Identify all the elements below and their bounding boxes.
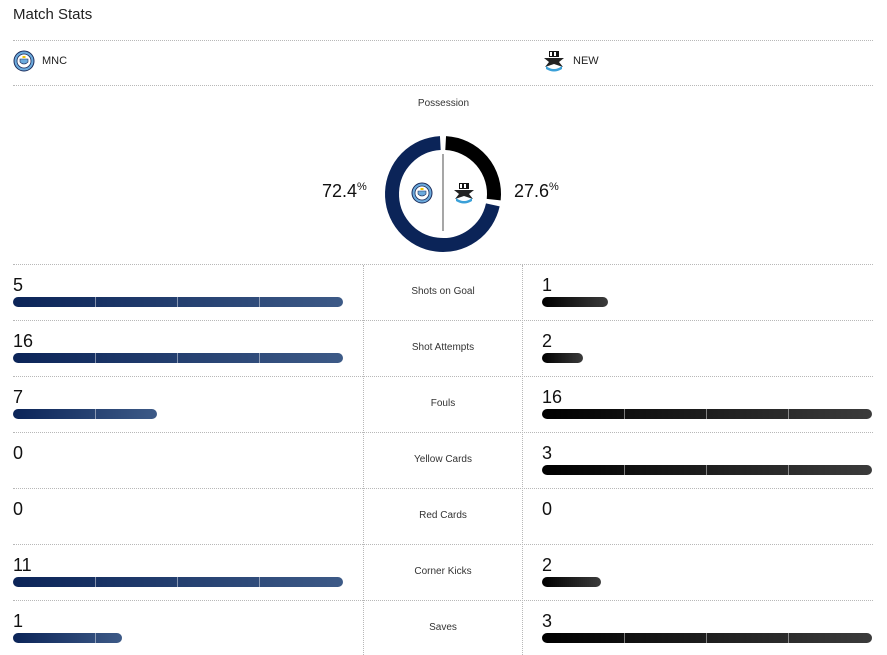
bar-segment-divider <box>624 409 625 419</box>
bar-segment-divider <box>259 577 260 587</box>
home-stat-value: 11 <box>13 555 32 575</box>
divider <box>13 85 873 86</box>
stat-label: Fouls <box>430 398 456 409</box>
home-stat-value: 1 <box>13 611 24 631</box>
column-divider <box>522 265 523 655</box>
home-stat-value: 7 <box>13 387 24 407</box>
away-team-abbr: NEW <box>573 55 599 67</box>
possession-label: Possession <box>417 98 470 109</box>
stat-row: 16 Shot Attempts 2 <box>0 321 887 377</box>
divider <box>13 600 873 601</box>
possession-donut-chart <box>385 136 501 252</box>
home-stat-bar <box>13 409 157 419</box>
away-stat-bar <box>542 633 872 643</box>
home-stat-value: 0 <box>13 443 24 463</box>
bar-segment-divider <box>95 633 96 643</box>
newcastle-crest-icon <box>544 51 564 72</box>
stat-row: 11 Corner Kicks 2 <box>0 545 887 601</box>
bar-segment-divider <box>624 465 625 475</box>
page-title: Match Stats <box>13 6 93 23</box>
away-stat-bar <box>542 465 872 475</box>
bar-segment-divider <box>177 577 178 587</box>
bar-segment-divider <box>259 353 260 363</box>
away-stat-value: 0 <box>542 499 553 519</box>
stat-label: Saves <box>429 622 457 633</box>
divider <box>13 40 873 41</box>
home-stat-value: 5 <box>13 275 24 295</box>
divider <box>13 320 873 321</box>
stat-row: 7 Fouls 16 <box>0 377 887 433</box>
stat-row: 5 Shots on Goal 1 <box>0 265 887 321</box>
bar-segment-divider <box>624 633 625 643</box>
away-team: NEW <box>542 50 599 72</box>
bar-segment-divider <box>177 353 178 363</box>
away-stat-bar <box>542 297 608 307</box>
home-stat-bar <box>13 297 343 307</box>
bar-segment-divider <box>95 353 96 363</box>
bar-segment-divider <box>95 409 96 419</box>
stat-label: Yellow Cards <box>414 454 472 465</box>
away-stat-value: 1 <box>542 275 553 295</box>
stat-label: Red Cards <box>419 510 467 521</box>
bar-segment-divider <box>177 297 178 307</box>
home-stat-value: 16 <box>13 331 34 351</box>
home-stat-bar <box>13 353 343 363</box>
bar-segment-divider <box>788 409 789 419</box>
home-stat-bar <box>13 577 343 587</box>
bar-segment-divider <box>95 577 96 587</box>
bar-segment-divider <box>788 633 789 643</box>
away-stat-value: 2 <box>542 555 553 575</box>
stat-row: 0 Red Cards 0 <box>0 489 887 545</box>
away-stat-value: 3 <box>542 443 553 463</box>
man-city-crest-icon <box>411 182 433 204</box>
stat-label: Corner Kicks <box>414 566 472 577</box>
column-divider <box>363 265 364 655</box>
bar-segment-divider <box>95 297 96 307</box>
stat-label: Shots on Goal <box>411 286 475 297</box>
away-stat-value: 2 <box>542 331 553 351</box>
home-possession-arc <box>385 136 500 252</box>
newcastle-crest-icon <box>454 183 474 204</box>
home-possession-value: 72.4% <box>322 181 367 201</box>
divider <box>13 544 873 545</box>
bar-segment-divider <box>706 465 707 475</box>
away-stat-bar <box>542 353 583 363</box>
away-stat-bar <box>542 409 872 419</box>
divider <box>13 376 873 377</box>
home-team-abbr: MNC <box>42 55 68 67</box>
divider <box>13 432 873 433</box>
stat-row: 0 Yellow Cards 3 <box>0 433 887 489</box>
home-stat-bar <box>13 633 122 643</box>
away-possession-value: 27.6% <box>514 181 559 201</box>
divider <box>13 264 873 265</box>
away-stat-bar <box>542 577 601 587</box>
stat-row: 1 Saves 3 <box>0 601 887 655</box>
bar-segment-divider <box>706 633 707 643</box>
man-city-crest-icon <box>13 50 35 72</box>
divider <box>13 488 873 489</box>
home-stat-value: 0 <box>13 499 24 519</box>
bar-segment-divider <box>259 297 260 307</box>
home-team: MNC <box>13 50 67 72</box>
bar-segment-divider <box>706 409 707 419</box>
away-possession-arc <box>444 136 501 201</box>
stat-label: Shot Attempts <box>411 342 475 353</box>
bar-segment-divider <box>788 465 789 475</box>
away-stat-value: 16 <box>542 387 563 407</box>
away-stat-value: 3 <box>542 611 553 631</box>
